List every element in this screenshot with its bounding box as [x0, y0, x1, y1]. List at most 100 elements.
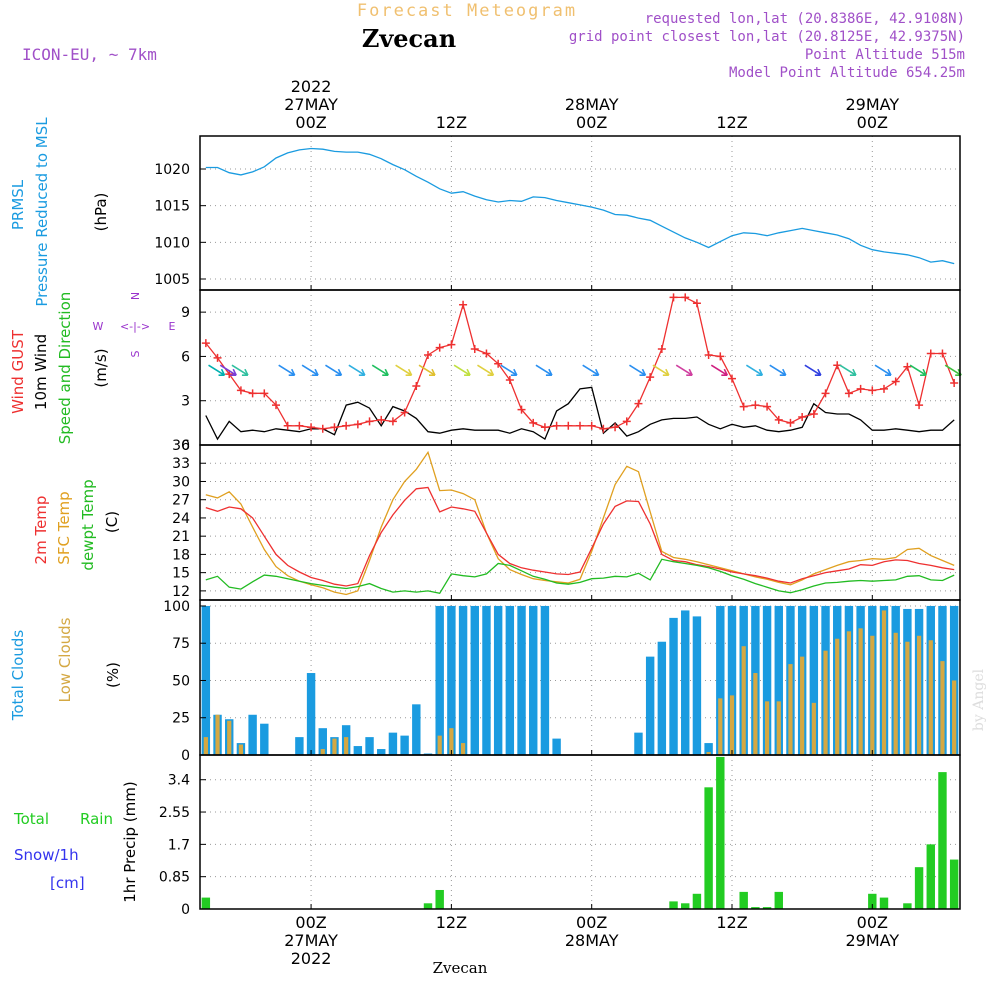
gust-marker [763, 402, 772, 411]
wind-direction-arrow [418, 364, 436, 376]
y-tick-label: 30 [172, 474, 190, 490]
gust-marker [307, 423, 316, 432]
pressure-labels: PRMSL Pressure Reduced to MSL (hPa) [9, 117, 110, 307]
label-precip-mm: 1hr Precip (mm) [121, 781, 139, 902]
top-time-label: 2022 [291, 77, 332, 96]
low-cloud-bar [320, 749, 325, 755]
gust-marker [318, 424, 327, 433]
y-tick-label: 36 [172, 438, 190, 454]
sfc-temp-line [205, 450, 955, 596]
low-cloud-bar [332, 738, 337, 755]
y-tick-label: 0 [181, 438, 190, 454]
rain-bar [423, 903, 433, 909]
total-cloud-bar [552, 738, 561, 755]
gust-marker [587, 421, 596, 430]
gust-marker [634, 399, 643, 408]
compass-arrows: <-|-> [120, 320, 150, 333]
y-tick-label: 1015 [154, 199, 190, 215]
wind-direction-arrow [453, 364, 471, 376]
total-cloud-bar [681, 610, 690, 755]
top-time-label: 00Z [295, 113, 326, 132]
total-cloud-bar [295, 737, 304, 755]
wind-gust-line [205, 296, 955, 430]
wind-direction-arrow [535, 364, 553, 376]
low-cloud-bar [893, 632, 898, 755]
y-tick-label: 9 [181, 305, 190, 321]
label-hpa: (hPa) [92, 193, 110, 232]
low-cloud-bar [916, 635, 922, 755]
low-cloud-bar [846, 631, 852, 755]
wind-direction-arrow [219, 364, 237, 376]
grid-point-coords: grid point closest lon,lat (20.8125E, 42… [569, 29, 965, 45]
low-cloud-bar [203, 737, 208, 755]
y-tick-label: 33 [172, 456, 190, 472]
rain-bar [692, 893, 702, 909]
gust-marker [786, 418, 795, 427]
label-ms: (m/s) [92, 348, 110, 387]
gust-marker [880, 384, 888, 393]
label-wind-gust: Wind GUST [9, 329, 27, 414]
bottom-time-label: 00Z [295, 913, 326, 932]
label-total: Total [13, 810, 49, 828]
gust-marker [774, 415, 783, 424]
rain-bar [938, 772, 947, 909]
gust-marker [435, 343, 444, 352]
rain-bar [774, 891, 783, 909]
gust-marker [681, 293, 690, 302]
y-tick-label: 25 [172, 711, 190, 727]
location-title: Zvecan [362, 24, 456, 53]
model-altitude: Model Point Altitude 654.25m [729, 65, 965, 81]
y-tick-label: 6 [181, 349, 190, 365]
total-cloud-bar [669, 617, 678, 755]
gust-marker [599, 424, 608, 433]
rain-bar [669, 901, 678, 909]
low-cloud-bar [344, 737, 349, 755]
wind-direction-arrow [371, 364, 389, 376]
label-sfc-temp: SFC Temp [55, 491, 73, 564]
gust-marker [260, 389, 269, 398]
y-tick-label: 0.85 [159, 870, 190, 886]
wind-direction-arrow [909, 364, 927, 376]
total-cloud-bar [540, 605, 550, 755]
top-time-label: 12Z [436, 113, 467, 132]
gust-marker [692, 299, 701, 308]
label-dewpt-temp: dewpt Temp [79, 479, 97, 570]
total-cloud-bar [809, 605, 819, 755]
total-cloud-bar [505, 605, 515, 755]
gust-marker [669, 293, 678, 302]
low-cloud-bar [215, 714, 220, 755]
gust-marker [400, 408, 409, 417]
y-tick-label: 1010 [154, 235, 190, 251]
low-cloud-bar [449, 728, 454, 755]
gust-marker [295, 421, 304, 430]
total-cloud-bar [517, 605, 526, 755]
low-cloud-bar [238, 744, 244, 755]
rain-bar [739, 891, 748, 909]
wind-direction-arrow [745, 364, 764, 376]
total-cloud-bar [377, 749, 386, 755]
total-cloud-bar [400, 735, 409, 755]
y-tick-label: 50 [172, 673, 190, 689]
top-time-label: 00Z [857, 113, 888, 132]
top-time-label: 29MAY [845, 95, 899, 114]
temp-2m-line [205, 486, 955, 587]
wind-direction-arrow [629, 364, 647, 376]
top-time-label: 27MAY [284, 95, 338, 114]
wind-direction-arrow [395, 364, 413, 376]
gust-marker [529, 418, 538, 427]
total-cloud-bar [774, 605, 783, 755]
panel-frame [199, 135, 961, 291]
total-cloud-bar [645, 656, 655, 755]
low-cloud-bar [928, 640, 933, 755]
label-cm: [cm] [50, 874, 85, 892]
total-cloud-bar [493, 605, 503, 755]
gust-marker [564, 421, 573, 430]
wind-direction-arrow [839, 364, 857, 376]
wind-labels: Wind GUST 10m Wind Speed and Direction (… [9, 292, 176, 445]
total-cloud-bar [470, 605, 479, 755]
total-cloud-bar [447, 605, 456, 755]
footer-location: Zvecan [433, 959, 488, 977]
gust-marker [540, 423, 549, 432]
requested-coords: requested lon,lat (20.8386E, 42.9108N) [645, 11, 965, 27]
